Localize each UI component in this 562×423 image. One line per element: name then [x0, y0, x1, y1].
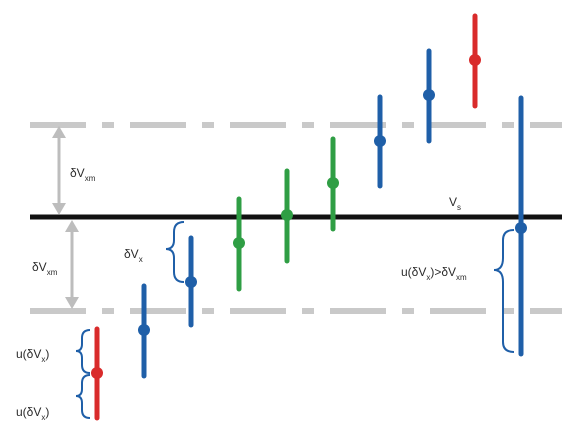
label-dv-x: δVx — [124, 247, 143, 264]
measurement-3-point — [185, 276, 197, 288]
brace-u-upper — [75, 329, 91, 374]
label-dv-xm-lower: δVxm — [32, 260, 58, 277]
measurement-2 — [138, 283, 150, 379]
brace-u-large — [493, 229, 515, 353]
measurement-2-point — [138, 324, 150, 336]
measurement-10 — [515, 95, 527, 357]
brace-dvx — [165, 221, 185, 283]
measurement-9-point — [469, 54, 481, 66]
measurement-8 — [423, 48, 435, 144]
measurement-10-point — [515, 222, 527, 234]
label-u-upper: u(δVx) — [16, 347, 49, 364]
measurement-7-point — [374, 135, 386, 147]
measurement-4-point — [233, 237, 245, 249]
measurement-9 — [469, 13, 481, 109]
brace-u-lower — [75, 374, 91, 419]
label-u-condition: u(δVx)>δVxm — [401, 265, 467, 282]
measurement-6-point — [327, 177, 339, 189]
lower-double-arrow — [65, 220, 79, 309]
measurement-5-point — [281, 209, 293, 221]
measurement-7 — [374, 94, 386, 189]
upper-double-arrow — [52, 126, 66, 215]
measurement-5 — [281, 168, 293, 264]
label-u-lower: u(δVx) — [16, 405, 49, 422]
measurement-1-point — [91, 367, 103, 379]
measurement-1 — [91, 326, 103, 421]
measurement-4 — [233, 196, 245, 292]
measurement-3 — [185, 235, 197, 328]
label-v-s: Vs — [449, 195, 461, 212]
label-dv-xm-upper: δVxm — [70, 166, 96, 183]
measurement-6 — [327, 136, 339, 232]
measurement-8-point — [423, 89, 435, 101]
